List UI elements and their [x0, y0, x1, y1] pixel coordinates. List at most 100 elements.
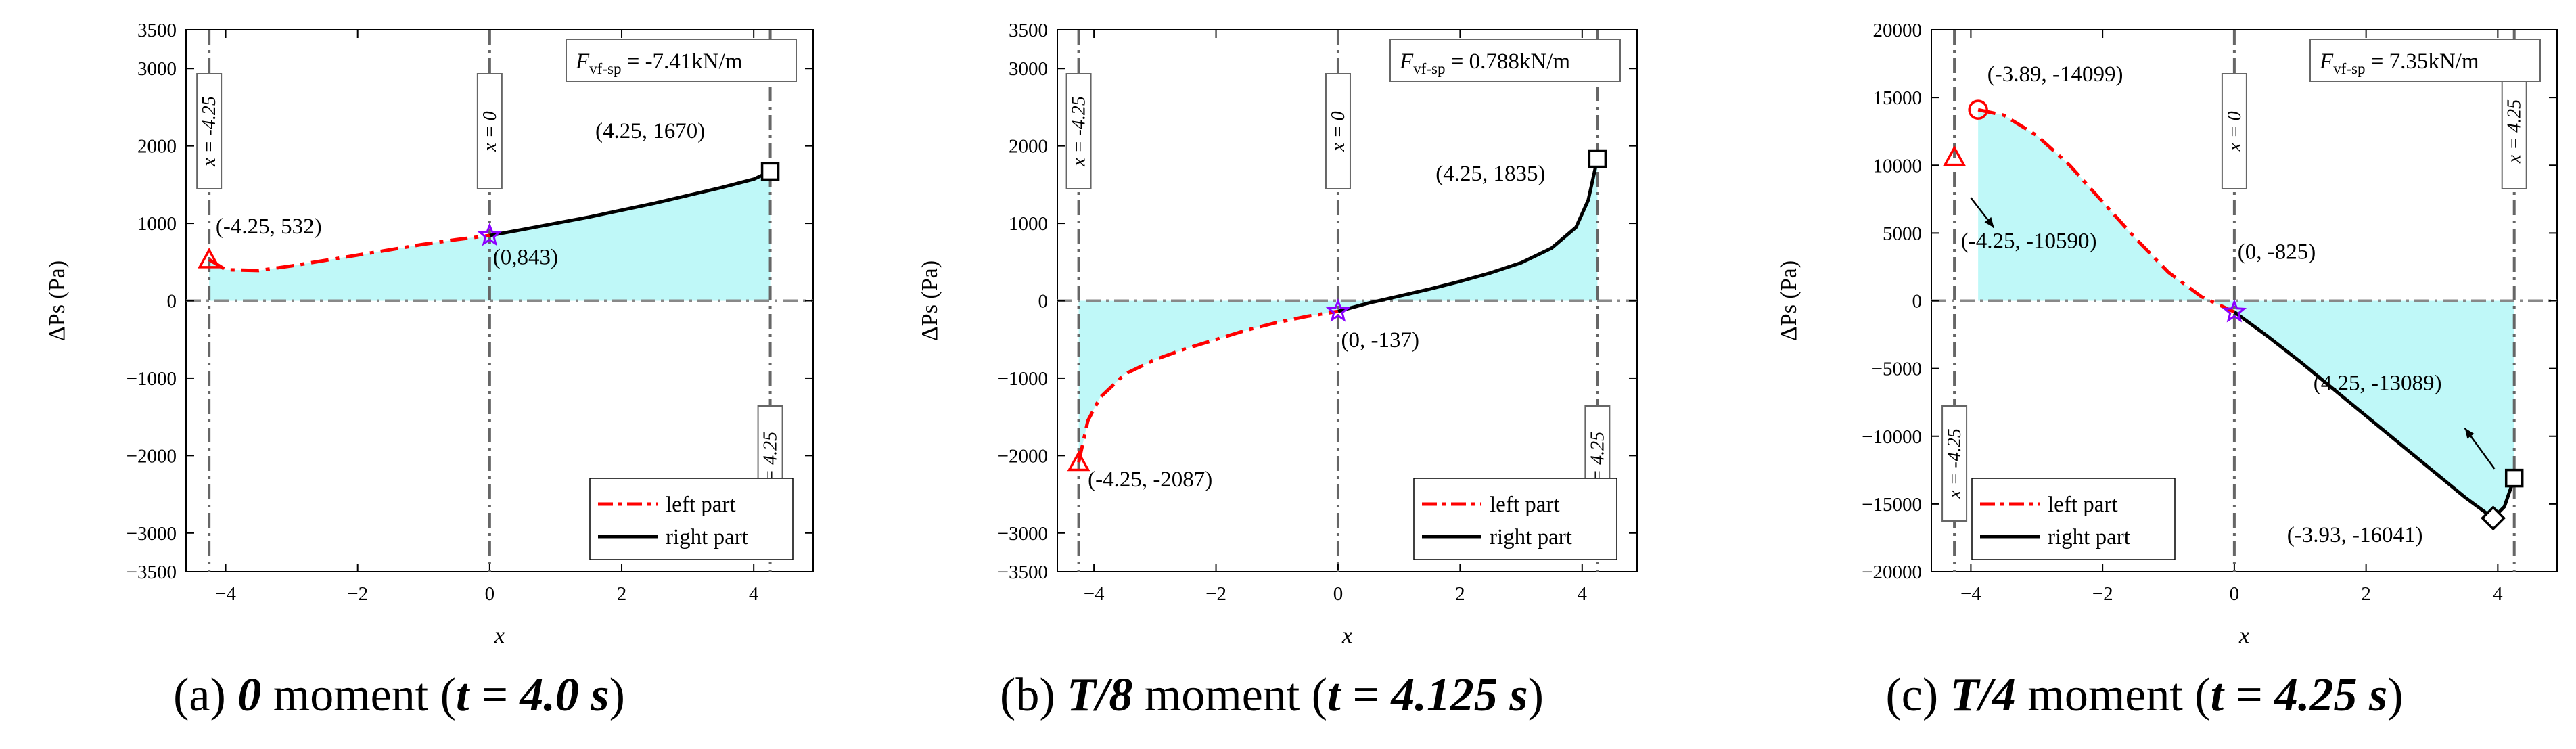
y-tick-label: −3500	[998, 562, 1048, 583]
chart-panel-b: −3500 −3000 −2000 −1000 0 1000 2000 3000 3500 −4 −…	[917, 20, 1638, 721]
panel-caption: (b) T/8 moment (t = 4.125 s)	[1000, 669, 1544, 721]
marker-triangle	[198, 248, 221, 269]
panel-caption: (a) 0 moment (t = 4.0 s)	[173, 669, 625, 721]
y-tick-label: −3000	[998, 523, 1048, 545]
y-tick-label: 0	[167, 291, 177, 313]
y-tick-label: −5000	[1872, 359, 1922, 380]
vertical-line-label: x = 0	[2221, 73, 2247, 189]
y-tick-label: −1000	[998, 368, 1048, 390]
y-tick-label: 3000	[137, 58, 177, 80]
x-tick-label: −4	[1084, 583, 1105, 605]
x-tick-label: −4	[215, 583, 236, 605]
marker-diamond	[2481, 505, 2506, 531]
legend-box	[1413, 478, 1617, 560]
vertical-line-label-text: x = 0	[2224, 111, 2245, 152]
marker-triangle	[1943, 145, 1967, 166]
data-point-annotation: (4.25, 1835)	[1435, 162, 1545, 186]
y-axis-label: ΔPs (Pa)	[45, 260, 70, 341]
marker-square	[2504, 468, 2524, 488]
y-axis-label: ΔPs (Pa)	[1776, 260, 1801, 341]
x-axis-label: x	[2238, 623, 2249, 648]
data-point-annotation: (0, -137)	[1341, 328, 1419, 353]
vertical-line-label-text: x = -4.25	[1069, 96, 1090, 167]
series-line-left-part	[1077, 309, 1339, 463]
legend-entry: right part	[1490, 525, 1572, 549]
marker-star	[1325, 298, 1351, 322]
y-tick-label: −10000	[1862, 426, 1922, 448]
x-tick-label: 2	[2361, 583, 2371, 605]
x-tick-label: −2	[347, 583, 368, 605]
force-label: Fvf-sp = 7.35kN/m	[2319, 49, 2479, 77]
legend-entry: right part	[666, 525, 748, 549]
series-line-right-part	[1337, 158, 1599, 313]
force-label-box	[2309, 39, 2541, 82]
x-tick-label: 0	[2230, 583, 2240, 605]
y-axis-label: ΔPs (Pa)	[917, 260, 942, 341]
x-tick-label: −2	[1205, 583, 1226, 605]
marker-square	[1588, 149, 1607, 168]
vertical-line-label: x = 0	[1325, 73, 1351, 189]
legend-box	[1971, 478, 2176, 560]
y-tick-label: 10000	[1873, 155, 1923, 177]
data-point-annotation: (-3.93, -16041)	[2287, 523, 2423, 547]
legend-box	[589, 478, 794, 560]
x-tick-label: 4	[2493, 583, 2503, 605]
x-tick-label: −2	[2092, 583, 2113, 605]
force-label: Fvf-sp = 0.788kN/m	[1399, 49, 1570, 77]
series-line-left-part	[208, 233, 490, 273]
vertical-line-label-box	[476, 73, 503, 189]
x-tick-label: 0	[1333, 583, 1343, 605]
data-point-annotation: (0, -825)	[2238, 240, 2316, 264]
y-tick-label: 5000	[1883, 223, 1922, 244]
vertical-line-label-box	[196, 73, 223, 189]
y-tick-label: −2000	[127, 445, 177, 467]
vertical-line-label: x = 4.25	[2501, 73, 2527, 189]
vertical-line-label-box	[1065, 73, 1092, 189]
legend-entry: left part	[1490, 493, 1560, 517]
vertical-line-label-text: x = 0	[1328, 111, 1349, 152]
x-tick-label: 2	[1455, 583, 1465, 605]
y-tick-label: 2000	[137, 136, 177, 158]
vertical-line-label-text: x = 0	[480, 111, 501, 152]
x-axis-label: x	[1341, 623, 1352, 648]
force-label-box	[566, 39, 797, 82]
y-tick-label: −3000	[127, 523, 177, 545]
vertical-line-label: x = 0	[476, 73, 503, 189]
vertical-line-label: x = -4.25	[196, 73, 223, 189]
y-tick-label: −1000	[127, 368, 177, 390]
legend-entry: left part	[666, 493, 736, 517]
data-point-annotation: (4.25, 1670)	[595, 119, 705, 143]
vertical-line-label-box	[2221, 73, 2247, 189]
marker-circle	[1968, 99, 1988, 120]
y-tick-label: 20000	[1873, 20, 1923, 41]
force-label-box	[1389, 39, 1621, 82]
marker-star	[477, 222, 503, 246]
series-line-left-part	[1977, 108, 2235, 314]
x-tick-label: 4	[1578, 583, 1588, 605]
y-tick-label: 0	[1912, 291, 1923, 313]
data-point-annotation: (-4.25, 532)	[216, 214, 322, 239]
y-tick-label: 15000	[1873, 87, 1923, 109]
y-tick-label: 2000	[1009, 136, 1048, 158]
force-label: Fvf-sp = -7.41kN/m	[575, 49, 743, 77]
data-point-annotation: (-3.89, -14099)	[1987, 62, 2123, 87]
y-tick-label: 3500	[1009, 20, 1048, 41]
shaded-area	[1978, 110, 2514, 518]
y-tick-label: 3500	[137, 20, 177, 41]
vertical-line-label-text: x = 4.25	[2504, 99, 2525, 164]
chart-panel-a: −3500 −3000 −2000 −1000 0 1000 2000 3000 3500 −4 −…	[45, 20, 814, 721]
marker-triangle	[1067, 450, 1090, 472]
data-point-annotation: (0,843)	[493, 246, 558, 270]
y-tick-label: 3000	[1009, 58, 1048, 80]
data-point-annotation: (-4.25, -2087)	[1088, 468, 1212, 492]
legend-entry: right part	[2048, 525, 2130, 549]
x-axis-label: x	[494, 623, 505, 648]
vertical-line-label: x = -4.25	[1941, 405, 1968, 522]
marker-star	[2222, 298, 2247, 323]
y-tick-label: −2000	[998, 445, 1048, 467]
annotation-arrowhead	[1984, 217, 1994, 228]
x-tick-label: −4	[1960, 583, 1981, 605]
x-tick-label: 2	[617, 583, 627, 605]
series-line-right-part	[489, 170, 771, 237]
marker-square	[760, 162, 780, 181]
